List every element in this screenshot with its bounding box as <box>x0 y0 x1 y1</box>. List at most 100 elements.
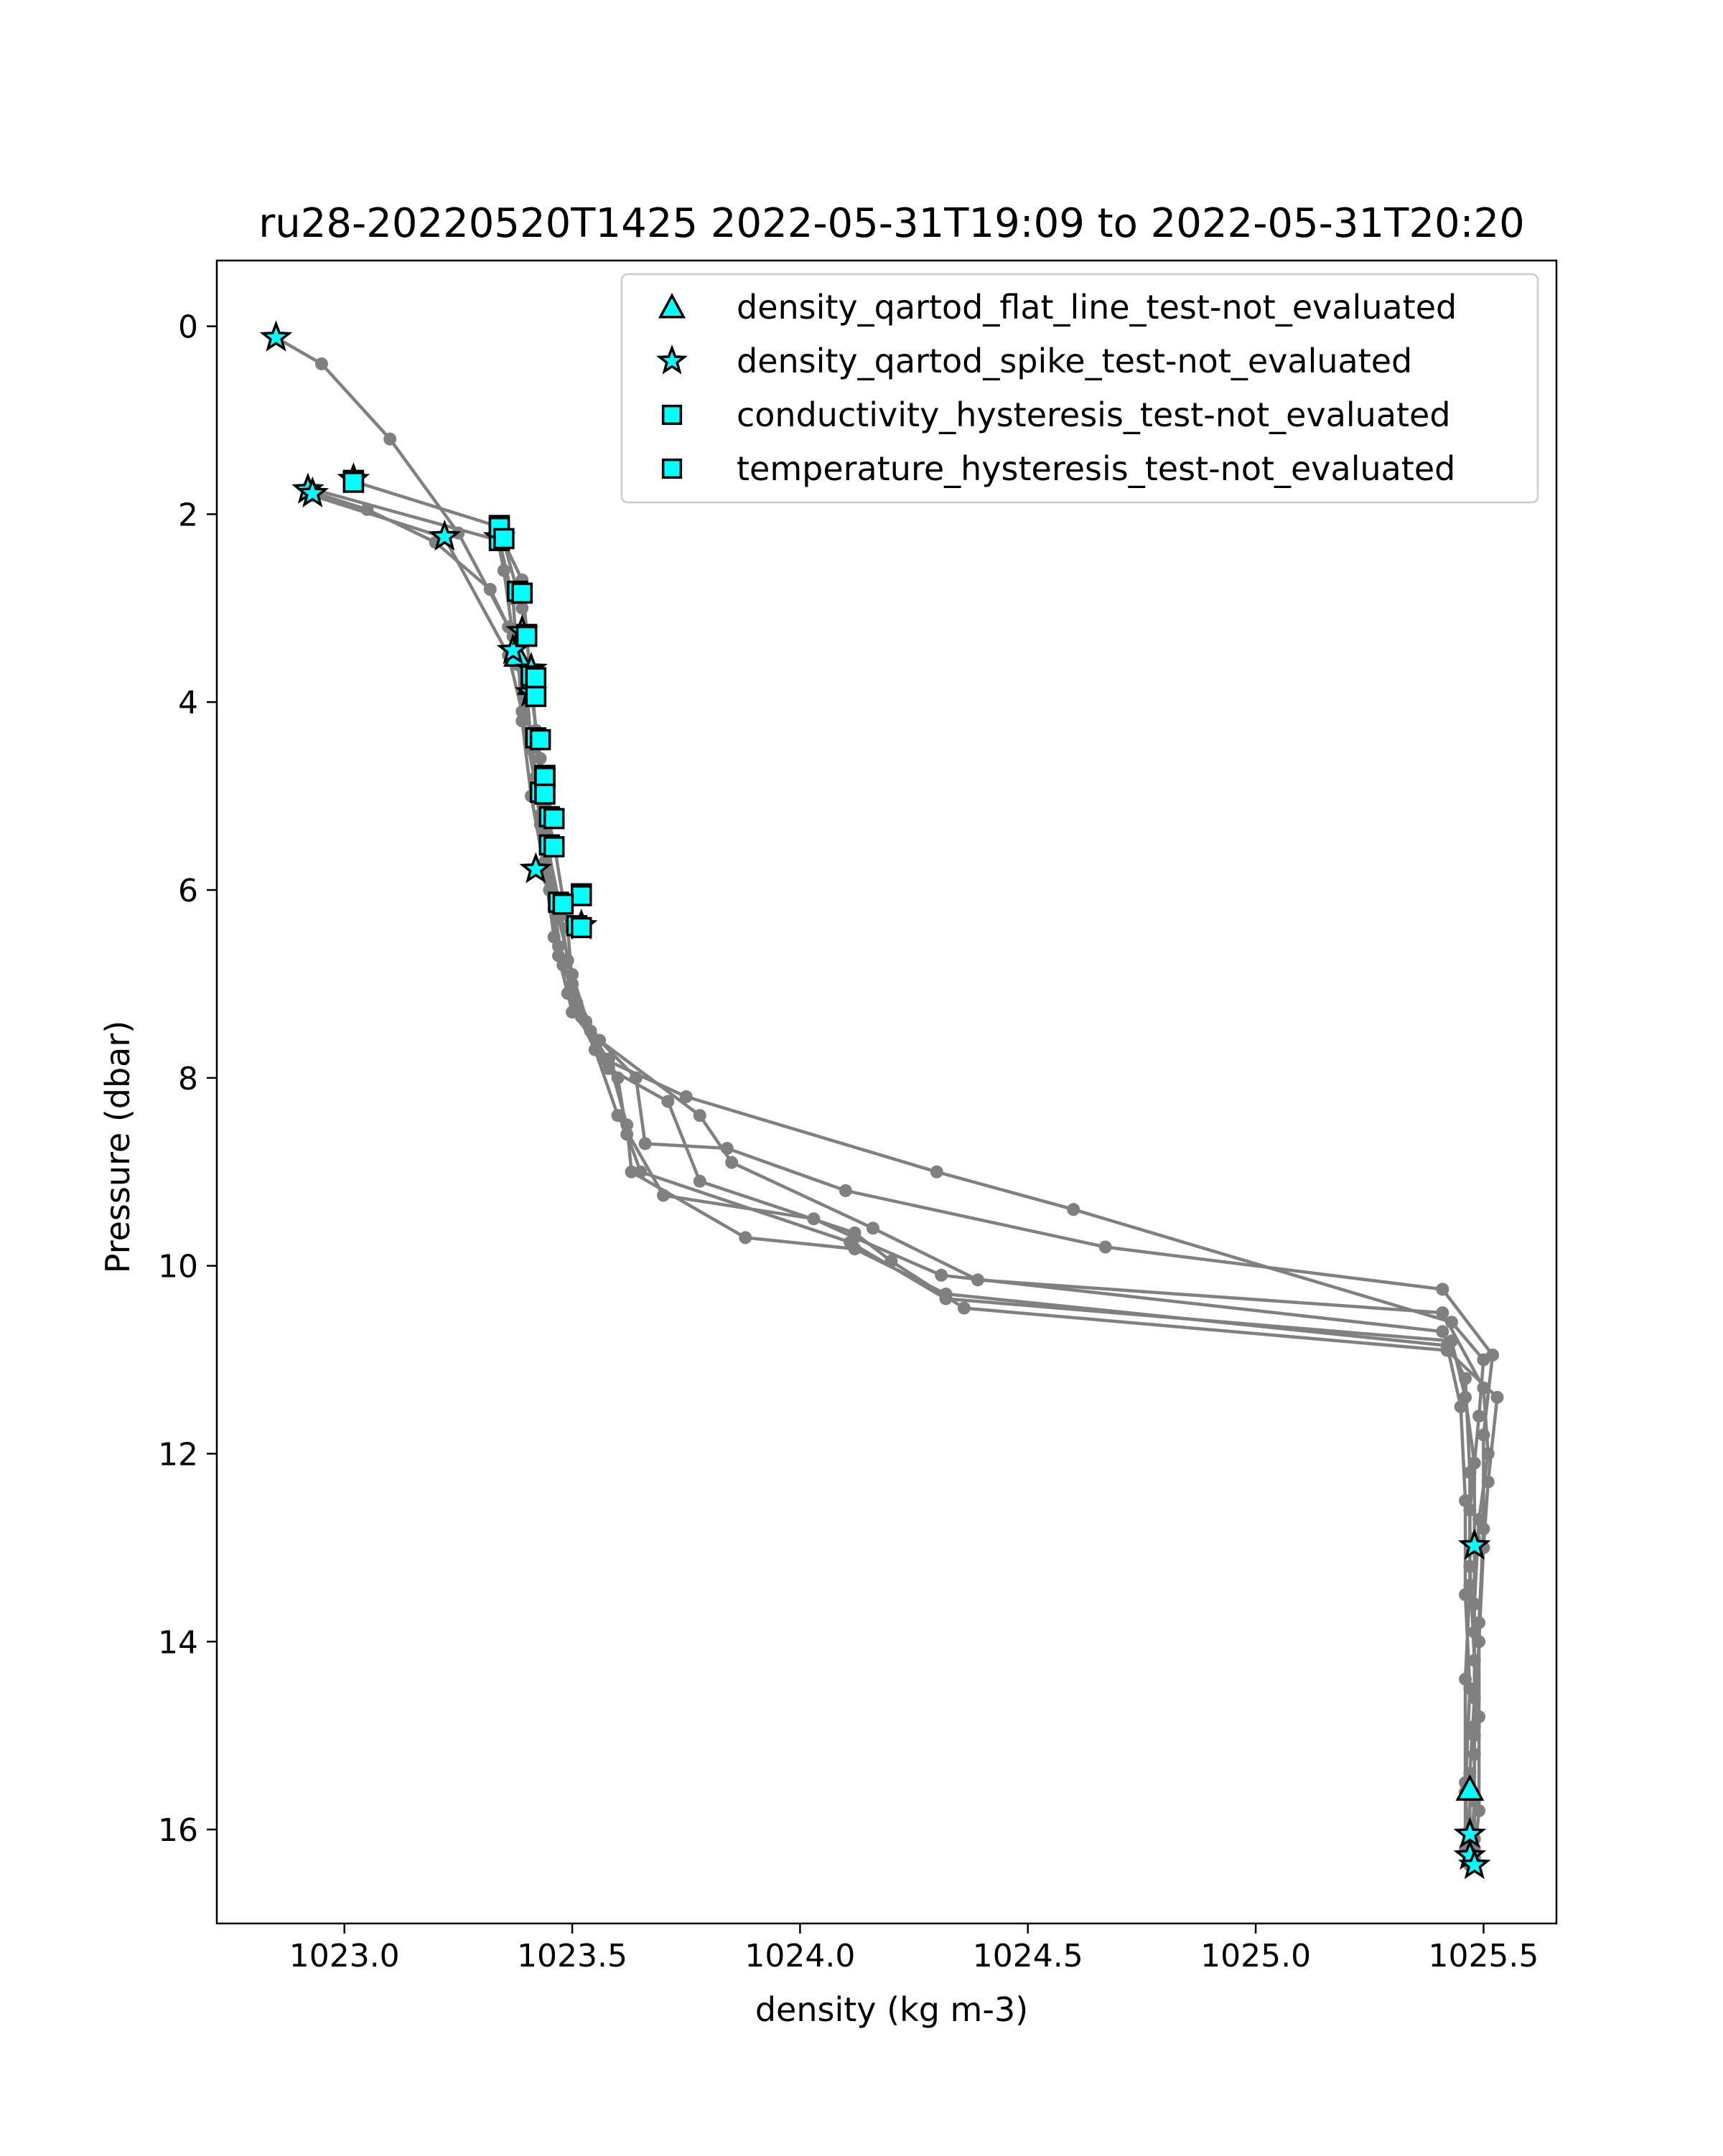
profile-point-6-11 <box>679 1090 693 1104</box>
y-tick-label-1: 0 <box>178 309 198 346</box>
plot-frame <box>215 259 1558 1925</box>
marker-square-4-11 <box>543 807 565 830</box>
legend-square-icon <box>661 458 683 479</box>
profile-point-5-11 <box>693 1109 706 1122</box>
profile-point-4-17 <box>1490 1390 1504 1404</box>
profile-point-6-14 <box>1445 1316 1459 1329</box>
profile-point-5-15 <box>1436 1306 1449 1320</box>
legend-entry-1: density_qartod_flat_line_test-not_evalua… <box>737 288 1457 327</box>
profile-point-3-16 <box>1436 1283 1449 1296</box>
marker-square-4-12 <box>543 836 565 858</box>
marker-square-4-7 <box>525 685 547 708</box>
marker-star-2-3 <box>296 476 330 508</box>
profile-point-2-16 <box>935 1268 948 1282</box>
profile-point-5-13 <box>866 1222 879 1235</box>
marker-square-4-4 <box>511 582 533 604</box>
legend-square-icon <box>661 404 683 426</box>
marker-square-4-6 <box>525 667 547 688</box>
x-tick-label-1: 1023.0 <box>289 1938 400 1974</box>
y-tick-label-4: 6 <box>178 873 198 909</box>
profile-point-7-13 <box>939 1292 953 1306</box>
profile-point-7-12 <box>844 1235 857 1249</box>
profile-point-4-11 <box>661 1095 675 1108</box>
flag-markers <box>259 320 1491 1880</box>
y-tick-label-3: 4 <box>178 685 198 721</box>
profile-point-7-14 <box>1445 1334 1459 1348</box>
profile-point-6-15 <box>1477 1353 1490 1367</box>
profile-point-3-12 <box>638 1137 652 1150</box>
profile-point-7-11 <box>634 1165 648 1178</box>
legend-entry-2: density_qartod_spike_test-not_evaluated <box>737 342 1412 380</box>
profile-point-4-12 <box>693 1174 706 1188</box>
profile-point-6-13 <box>1067 1203 1080 1217</box>
legend-triangle-icon <box>658 293 686 319</box>
marker-star-2-13 <box>1457 1528 1491 1560</box>
profile-point-2-13 <box>657 1189 670 1202</box>
profile-line-4 <box>312 494 1499 1849</box>
profile-point-7-7 <box>561 954 574 967</box>
marker-square-4-15 <box>571 917 592 939</box>
profile-point-1-3 <box>383 432 397 446</box>
profile-point-6-19 <box>1459 1672 1472 1686</box>
y-tick-label-7: 12 <box>158 1436 198 1473</box>
y-tick-label-2: 2 <box>178 497 198 533</box>
profile-point-7-2 <box>515 601 529 615</box>
marker-square-4-5 <box>515 625 538 647</box>
legend-entry-4: temperature_hysteresis_test-not_evaluate… <box>737 449 1455 488</box>
y-tick-label-9: 16 <box>158 1812 198 1849</box>
profile-point-7-9 <box>611 1071 625 1084</box>
profile-point-3-14 <box>839 1184 852 1197</box>
profile-point-6-5 <box>533 751 547 765</box>
marker-star-2-1 <box>259 320 293 352</box>
marker-square-4-13 <box>571 885 592 906</box>
marker-square-4-3 <box>493 528 515 550</box>
profile-point-2-17 <box>1436 1325 1449 1339</box>
legend: density_qartod_flat_line_test-not_evalua… <box>620 273 1539 504</box>
profile-point-7-18 <box>1467 1626 1481 1639</box>
marker-star-2-5 <box>428 519 462 551</box>
profile-point-5-8 <box>552 939 566 953</box>
x-axis-label: density (kg m-3) <box>755 1990 1028 2029</box>
x-tick-label-6: 1025.5 <box>1428 1938 1538 1974</box>
marker-square-4-8 <box>529 728 551 751</box>
marker-square-4-1 <box>342 472 365 493</box>
profile-point-7-19 <box>1467 1720 1481 1733</box>
profile-point-6-16 <box>1472 1410 1486 1423</box>
profile-point-5-12 <box>725 1156 739 1169</box>
y-tick-label-8: 14 <box>158 1624 198 1661</box>
profile-point-7-16 <box>1467 1456 1481 1470</box>
profile-point-2-12 <box>611 1109 625 1122</box>
marker-star-2-11 <box>519 852 553 884</box>
profile-point-3-15 <box>1098 1240 1112 1254</box>
profile-point-4-15 <box>957 1301 971 1315</box>
marker-square-4-10 <box>534 783 556 805</box>
marker-star-2-16 <box>1457 1847 1491 1880</box>
profile-point-1-14 <box>625 1165 638 1178</box>
chart-title: ru28-20220520T1425 2022-05-31T19:09 to 2… <box>258 200 1524 247</box>
profile-point-6-12 <box>930 1165 943 1178</box>
legend-entry-3: conductivity_hysteresis_test-not_evaluat… <box>737 395 1451 434</box>
profile-point-5-16 <box>1477 1381 1490 1395</box>
profile-point-1-2 <box>314 357 328 370</box>
marker-square-4-14 <box>552 893 574 915</box>
y-tick-label-6: 10 <box>158 1249 198 1285</box>
legend-star-icon <box>655 344 688 375</box>
legend-box <box>620 273 1539 504</box>
y-tick-label-5: 8 <box>178 1061 198 1097</box>
axes: 1023.0 1023.5 1024.0 1024.5 1025.0 1025.5 0 2 4 6… <box>158 259 1558 1974</box>
profile-point-7-8 <box>579 1015 593 1028</box>
x-tick-label-4: 1024.5 <box>973 1938 1083 1974</box>
y-axis-label: Pressure (dbar) <box>98 1021 137 1273</box>
marker-triangle-1-3 <box>1455 1774 1485 1801</box>
profile-point-7-10 <box>620 1128 634 1141</box>
profile-point-1-15 <box>739 1231 752 1245</box>
x-tick-label-5: 1025.0 <box>1200 1938 1311 1974</box>
x-tick-label-3: 1024.0 <box>744 1938 855 1974</box>
profile-point-5-17 <box>1481 1447 1495 1461</box>
profile-point-5-14 <box>971 1273 984 1287</box>
profile-point-7-15 <box>1459 1390 1472 1404</box>
profile-point-2-4 <box>483 583 497 596</box>
x-tick-label-2: 1023.5 <box>517 1938 627 1974</box>
